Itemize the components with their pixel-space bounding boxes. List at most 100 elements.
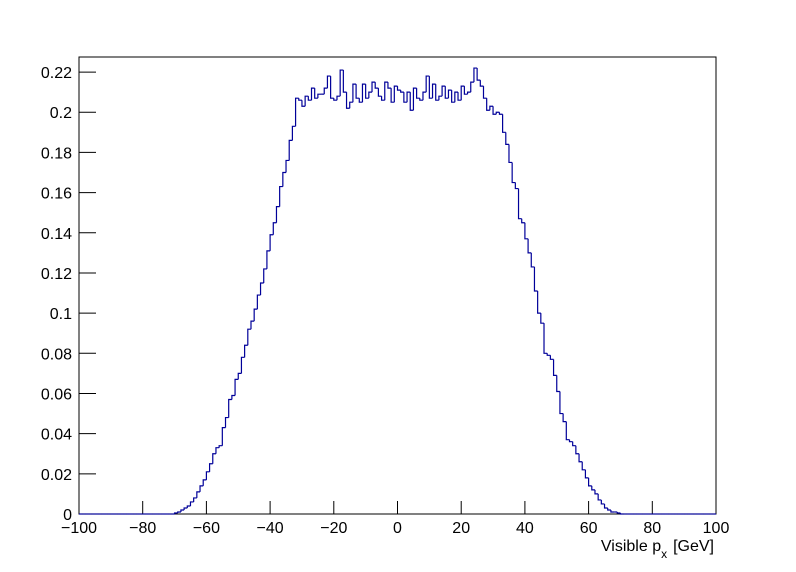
histogram-bin bbox=[435, 84, 439, 101]
histogram-bin bbox=[189, 501, 194, 506]
histogram-bin bbox=[259, 282, 264, 296]
histogram-bin bbox=[250, 320, 255, 330]
histogram-bin bbox=[607, 507, 611, 511]
histogram-bin bbox=[588, 477, 592, 487]
histogram-bin bbox=[336, 95, 341, 101]
histogram-bin bbox=[552, 359, 557, 376]
histogram-bin bbox=[208, 463, 213, 472]
histogram-bin bbox=[537, 291, 541, 314]
x-axis-label: Visible px [GeV] bbox=[601, 538, 714, 561]
histogram-bin bbox=[218, 445, 223, 448]
histogram-bin bbox=[323, 87, 328, 95]
histogram-bin bbox=[556, 375, 560, 393]
y-tick-label: 0.04 bbox=[41, 427, 72, 444]
histogram-bin bbox=[400, 90, 404, 93]
histogram-bin bbox=[215, 447, 220, 454]
histogram-bin bbox=[466, 91, 471, 95]
histogram-bin bbox=[428, 76, 433, 99]
histogram-bin bbox=[559, 391, 564, 415]
histogram-bin bbox=[263, 268, 267, 283]
histogram-bin bbox=[371, 81, 376, 93]
histogram-bin bbox=[419, 98, 423, 101]
histogram-bin bbox=[511, 162, 516, 184]
histogram-bin bbox=[231, 394, 236, 400]
histogram-bin bbox=[173, 512, 178, 514]
histogram-bin bbox=[224, 416, 229, 428]
histogram-bin bbox=[266, 250, 271, 269]
histogram-bin bbox=[431, 83, 436, 99]
histogram-bin bbox=[183, 507, 188, 510]
histogram-bin bbox=[517, 188, 522, 220]
histogram-bin bbox=[361, 83, 366, 103]
histogram-bin bbox=[393, 85, 398, 103]
histogram-bin bbox=[365, 84, 369, 99]
histogram-bin bbox=[240, 356, 245, 374]
histogram-bin bbox=[482, 86, 487, 99]
histogram-bin bbox=[508, 144, 513, 164]
histogram-bin bbox=[438, 95, 443, 101]
y-tick-label: 0.1 bbox=[50, 306, 72, 323]
y-tick-label: 0.22 bbox=[41, 65, 72, 82]
histogram-bin bbox=[533, 266, 538, 292]
histogram-bin bbox=[377, 88, 382, 97]
x-tick-label: 20 bbox=[452, 520, 470, 537]
histogram-bin bbox=[228, 398, 232, 418]
histogram-bin bbox=[584, 469, 589, 479]
y-tick-label: 0.18 bbox=[41, 145, 72, 162]
histogram-bin bbox=[616, 511, 621, 514]
histogram-bin bbox=[610, 509, 615, 513]
histogram-bin bbox=[412, 87, 417, 111]
x-tick-label: 0 bbox=[393, 520, 402, 537]
histogram-bin bbox=[492, 106, 497, 115]
histogram-bin bbox=[444, 86, 449, 99]
histogram-bin bbox=[403, 92, 408, 103]
histogram-bin bbox=[330, 76, 334, 99]
histogram-bin bbox=[244, 344, 248, 358]
histogram-bin bbox=[572, 441, 576, 447]
histogram-bin bbox=[578, 453, 583, 463]
y-tick-label: 0.02 bbox=[41, 467, 72, 484]
y-tick-label: 0.06 bbox=[41, 386, 72, 403]
histogram-bin bbox=[476, 68, 481, 81]
histogram-bin bbox=[333, 98, 337, 101]
histogram-bin bbox=[314, 88, 318, 99]
x-tick-label: −60 bbox=[193, 520, 220, 537]
x-tick-label: −40 bbox=[257, 520, 284, 537]
x-tick-label: −80 bbox=[129, 520, 156, 537]
histogram-bin bbox=[396, 86, 401, 91]
histogram-bin bbox=[196, 491, 201, 498]
x-tick-label: 60 bbox=[580, 520, 598, 537]
histogram-bin bbox=[275, 206, 280, 223]
histogram-bin bbox=[562, 413, 567, 423]
histogram-bin bbox=[495, 111, 500, 115]
histogram-bin bbox=[521, 218, 525, 224]
y-tick-label: 0.12 bbox=[41, 266, 72, 283]
y-tick-label: 0.08 bbox=[41, 346, 72, 363]
histogram-bin bbox=[568, 439, 573, 443]
histogram-bin bbox=[460, 85, 465, 101]
histogram-bin bbox=[247, 328, 251, 346]
histogram-bin bbox=[575, 445, 580, 455]
histogram-bin bbox=[285, 159, 290, 173]
histogram-bin bbox=[355, 84, 360, 99]
histogram-bin bbox=[463, 86, 468, 95]
histogram-bin bbox=[349, 101, 353, 109]
histogram-bin bbox=[454, 91, 459, 103]
y-tick-label: 0 bbox=[63, 507, 72, 524]
x-tick-label: −20 bbox=[320, 520, 347, 537]
y-tick-label: 0.14 bbox=[41, 226, 72, 243]
histogram-bin bbox=[524, 222, 529, 240]
histogram-bin bbox=[479, 80, 484, 87]
histogram-bin bbox=[234, 378, 239, 396]
histogram-bin bbox=[339, 69, 344, 97]
histogram-bin bbox=[619, 512, 624, 515]
histogram-bin bbox=[202, 479, 207, 486]
histogram-bin bbox=[294, 97, 299, 127]
histogram-bin bbox=[256, 294, 261, 310]
histogram-bin bbox=[304, 95, 309, 107]
histogram-bin bbox=[269, 234, 274, 251]
histogram-bin bbox=[549, 355, 554, 360]
histogram-bin bbox=[221, 427, 226, 446]
x-label-unit: [GeV] bbox=[673, 538, 714, 555]
